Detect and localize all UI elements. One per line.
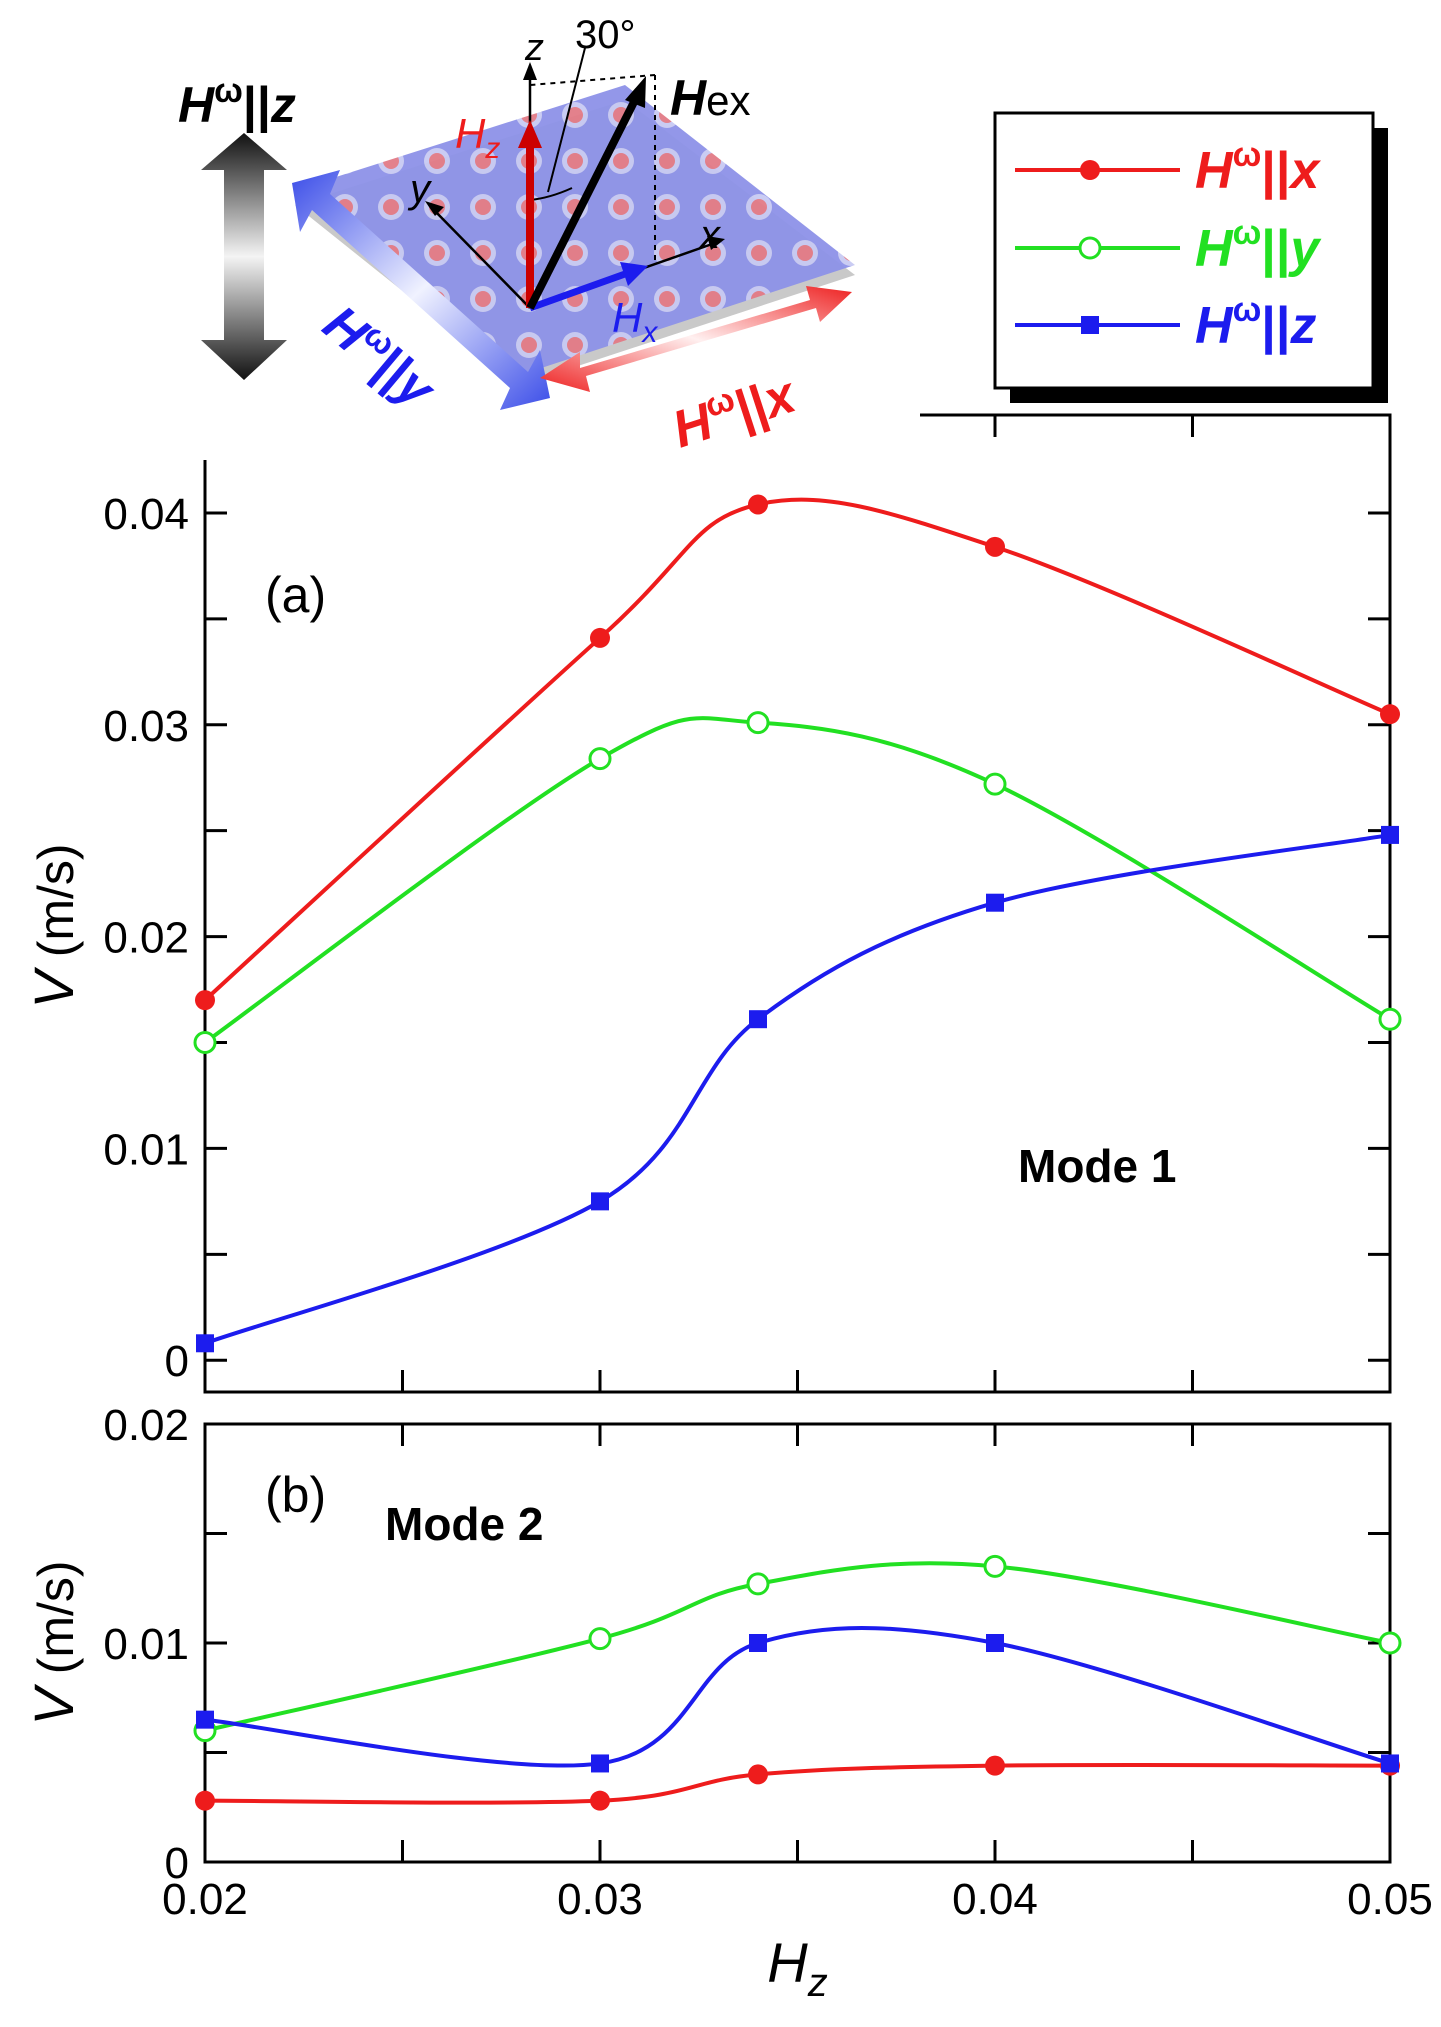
hex-vector: [526, 98, 639, 310]
legend: Hω||x Hω||y Hω||z: [993, 111, 1388, 403]
y-tick-label: 0.04: [103, 490, 189, 539]
series-line: [203, 497, 1391, 1002]
data-point: [590, 1790, 610, 1811]
inset-axis-x: x: [698, 213, 722, 257]
legend-item-z: Hω||z: [1015, 291, 1316, 355]
inset-hx-label: Hx: [612, 294, 658, 349]
data-point: [1380, 704, 1400, 725]
x-tick-label: 0.03: [557, 1875, 643, 1924]
series-line: [204, 1762, 1391, 1805]
y-double-arrow-icon: [292, 170, 550, 410]
legend-marker-icon: [1081, 316, 1099, 334]
angle-leader: [547, 47, 586, 193]
series-line: [203, 716, 1392, 1045]
panel-label: (b): [265, 1467, 326, 1523]
data-point: [588, 1627, 612, 1651]
x-tick-label: 0.05: [1347, 1875, 1433, 1924]
hx-arrowhead-icon: [620, 262, 648, 286]
data-point: [1381, 825, 1399, 844]
data-point: [195, 1790, 215, 1811]
panel-b-mode2: 0 0.01 0.02 0.02 0.03 0.04 0.05 V (m/s) Hz (b) Mod…: [22, 1401, 1433, 2005]
data-point: [986, 893, 1004, 912]
data-point: [748, 494, 768, 515]
mode-label: Mode 2: [385, 1498, 543, 1550]
plot-frame: [203, 1422, 1392, 1864]
y-tick-label: 0.03: [103, 702, 189, 751]
series-y: [193, 1554, 1402, 1743]
legend-label: Hω||x: [1195, 136, 1321, 200]
series-y: [193, 711, 1402, 1054]
data-point: [1378, 1007, 1402, 1031]
data-point: [749, 1010, 767, 1029]
data-point: [749, 1634, 767, 1652]
series-z: [196, 825, 1399, 1353]
series-z: [196, 1625, 1399, 1773]
mode-label: Mode 1: [1018, 1140, 1176, 1192]
hz-arrowhead-icon: [518, 120, 542, 148]
series-x: [195, 494, 1400, 1011]
data-point: [985, 1755, 1005, 1776]
y-tick-label: 0.02: [103, 1401, 189, 1450]
data-point: [591, 1192, 609, 1211]
inset-diagram: Hω||z Hω||y Hω||x z y x: [178, 13, 855, 459]
inset-hz-label: Hz: [455, 110, 500, 165]
data-point: [746, 1572, 770, 1596]
x-tick-label: 0.04: [952, 1875, 1038, 1924]
panel-label: (a): [265, 567, 326, 623]
projection-lines: [529, 74, 656, 262]
data-point: [588, 747, 612, 771]
data-point: [983, 772, 1007, 796]
data-point: [1381, 1754, 1399, 1773]
x-tick-label: 0.02: [162, 1875, 248, 1924]
x-double-arrow-icon: [540, 286, 852, 392]
y-axis-title: V (m/s): [22, 843, 85, 1008]
legend-label: Hω||z: [1195, 291, 1316, 355]
data-point: [196, 1710, 214, 1729]
z-double-arrow-icon: [201, 133, 287, 380]
inset-label-hx-polarization: Hω||x: [665, 361, 804, 459]
y-tick-label: 0.02: [103, 914, 189, 963]
data-point: [195, 990, 215, 1011]
y-axis-title: V (m/s): [22, 1560, 85, 1725]
data-point: [986, 1634, 1004, 1652]
y-tick-label: 0: [165, 1839, 189, 1888]
legend-item-x: Hω||x: [1015, 136, 1321, 200]
legend-label: Hω||y: [1195, 214, 1322, 278]
data-point: [196, 1334, 214, 1353]
legend-marker-icon: [1080, 160, 1100, 180]
hex-arrowhead-icon: [625, 76, 646, 108]
data-point: [983, 1554, 1007, 1578]
data-point: [748, 1764, 768, 1785]
hx-vector: [528, 270, 627, 312]
inset-label-hz-polarization: Hω||z: [178, 72, 296, 134]
panel-a-mode1: 0 0.01 0.02 0.03 0.04 V (m/s) (a) Mode 1: [22, 413, 1402, 1394]
inset-axis-y: y: [407, 167, 433, 211]
data-point: [591, 1754, 609, 1773]
inset-hex-label: Hex: [670, 70, 750, 126]
legend-marker-icon: [1078, 236, 1102, 260]
data-point: [590, 627, 610, 648]
inset-axis-z: z: [524, 27, 544, 69]
series-x: [195, 1755, 1400, 1811]
plot-frame: [203, 413, 1392, 1394]
y-tick-label: 0.01: [103, 1125, 189, 1174]
data-point: [746, 711, 770, 735]
y-tick-label: 0.01: [103, 1620, 189, 1669]
data-point: [985, 536, 1005, 557]
inset-angle-label: 30°: [575, 13, 636, 57]
x-axis-title: Hz: [767, 1931, 827, 2005]
data-point: [193, 1031, 217, 1054]
y-tick-label: 0: [165, 1337, 189, 1386]
legend-item-y: Hω||y: [1015, 214, 1322, 278]
series-line: [204, 1625, 1391, 1768]
data-point: [1378, 1631, 1402, 1655]
